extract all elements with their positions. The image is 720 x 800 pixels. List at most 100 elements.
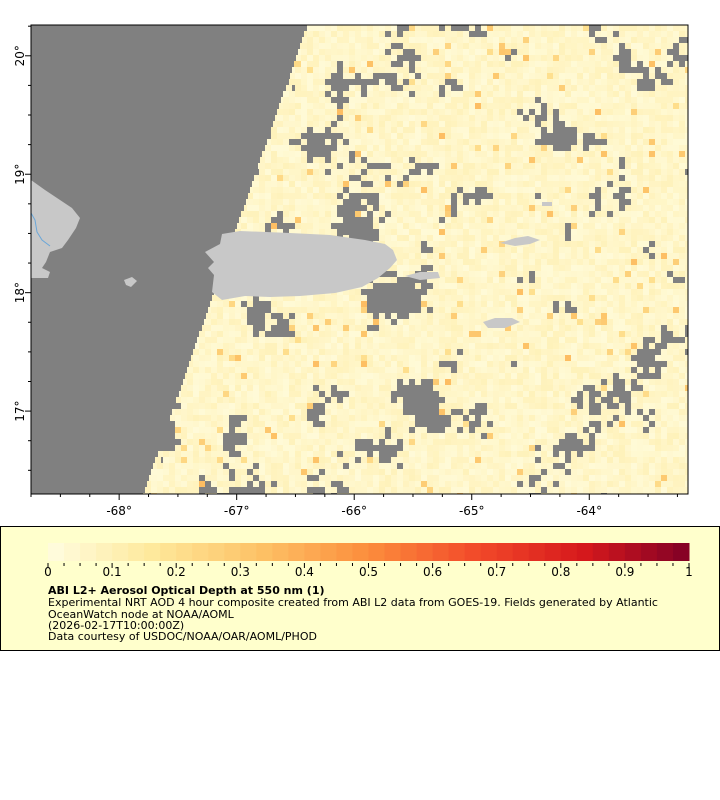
aod-cell [379, 463, 385, 469]
aod-cell [499, 103, 505, 109]
aod-cell [373, 415, 379, 421]
aod-cell [475, 151, 481, 157]
aod-cell [193, 463, 199, 469]
aod-cell [535, 91, 541, 97]
aod-cell [613, 79, 619, 85]
aod-cell [421, 157, 427, 163]
aod-cell [391, 139, 397, 145]
aod-cell [469, 355, 475, 361]
aod-cell [547, 253, 553, 259]
aod-cell [583, 289, 589, 295]
aod-cell [367, 151, 373, 157]
aod-cell [289, 379, 295, 385]
aod-cell [451, 337, 457, 343]
aod-cell [583, 361, 589, 367]
aod-cell [373, 37, 379, 43]
aod-cell [577, 427, 583, 433]
aod-cell [613, 163, 619, 169]
aod-cell [265, 367, 271, 373]
aod-cell [631, 163, 637, 169]
aod-cell [541, 217, 547, 223]
aod-cell [565, 391, 571, 397]
aod-cell [217, 409, 223, 415]
aod-cell [553, 247, 559, 253]
aod-cell [475, 67, 481, 73]
aod-cell [619, 259, 625, 265]
aod-cell [307, 457, 313, 463]
aod-cell [241, 355, 247, 361]
aod-cell [571, 145, 577, 151]
aod-cell [181, 439, 187, 445]
aod-cell [265, 199, 271, 205]
aod-cell [397, 415, 403, 421]
aod-cell [331, 115, 337, 121]
aod-cell [265, 403, 271, 409]
aod-cell [301, 427, 307, 433]
aod-cell [523, 139, 529, 145]
aod-cell [667, 235, 673, 241]
aod-cell [403, 445, 409, 451]
aod-cell [445, 397, 451, 403]
aod-cell [289, 343, 295, 349]
aod-cell [355, 109, 361, 115]
aod-cell [643, 121, 649, 127]
aod-cell [229, 313, 235, 319]
aod-cell [385, 325, 391, 331]
aod-cell [523, 73, 529, 79]
aod-cell [649, 445, 655, 451]
aod-cell [361, 163, 367, 169]
aod-cell [565, 61, 571, 67]
aod-cell [469, 145, 475, 151]
aod-cell [631, 337, 637, 343]
aod-cell [595, 307, 601, 313]
aod-cell [643, 241, 649, 247]
aod-cell [409, 337, 415, 343]
aod-cell [547, 427, 553, 433]
aod-cell [631, 451, 637, 457]
aod-cell [625, 355, 631, 361]
aod-cell [451, 223, 457, 229]
aod-cell [631, 217, 637, 223]
aod-cell [373, 85, 379, 91]
aod-cell [271, 307, 277, 313]
aod-cell [355, 139, 361, 145]
aod-cell [667, 91, 673, 97]
aod-cell [487, 25, 493, 31]
aod-cell [595, 397, 601, 403]
aod-cell [595, 49, 601, 55]
aod-cell [679, 319, 685, 325]
aod-cell [445, 121, 451, 127]
aod-cell [529, 169, 535, 175]
aod-cell [577, 175, 583, 181]
aod-cell [289, 217, 295, 223]
aod-cell [469, 457, 475, 463]
aod-cell [583, 463, 589, 469]
aod-cell [451, 151, 457, 157]
aod-cell [379, 79, 385, 85]
aod-cell [547, 361, 553, 367]
aod-cell [655, 397, 661, 403]
aod-cell [421, 301, 427, 307]
aod-cell [325, 337, 331, 343]
aod-cell [505, 115, 511, 121]
aod-cell [607, 133, 613, 139]
aod-cell [337, 361, 343, 367]
aod-cell [155, 457, 161, 463]
aod-cell [385, 133, 391, 139]
aod-cell [331, 91, 337, 97]
aod-cell [385, 85, 391, 91]
aod-cell [649, 283, 655, 289]
aod-cell [337, 457, 343, 463]
aod-cell [595, 415, 601, 421]
aod-cell [643, 169, 649, 175]
aod-cell [409, 361, 415, 367]
aod-cell [313, 109, 319, 115]
aod-cell [637, 187, 643, 193]
aod-cell [307, 109, 313, 115]
aod-cell [265, 385, 271, 391]
aod-cell [391, 265, 397, 271]
aod-cell [457, 37, 463, 43]
aod-cell [475, 361, 481, 367]
aod-cell [259, 433, 265, 439]
aod-cell [235, 373, 241, 379]
